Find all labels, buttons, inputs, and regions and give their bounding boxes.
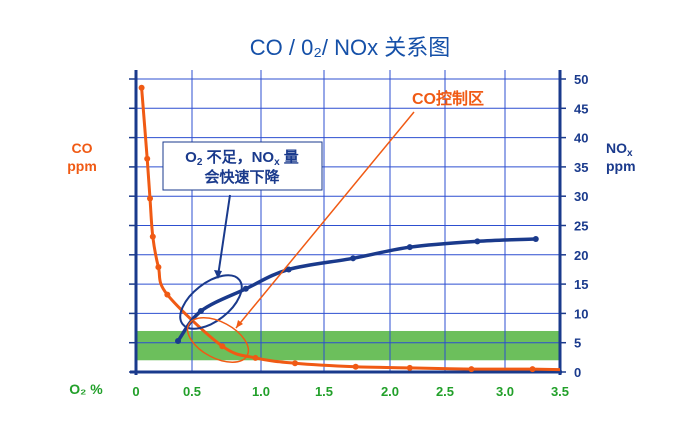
right-axis-label-ppm: ppm [606, 158, 636, 174]
y-tick-label: 10 [574, 306, 588, 321]
x-tick-label: 2.0 [381, 384, 399, 399]
data-point-co [292, 360, 299, 367]
y-tick-label: 35 [574, 160, 588, 175]
x-axis-label: O₂ % [69, 381, 103, 397]
x-tick-label: 0.5 [183, 384, 201, 399]
target-band [136, 330, 560, 361]
data-point-co [149, 233, 156, 240]
left-axis-label-ppm: ppm [67, 158, 97, 174]
nox-note-box [162, 141, 323, 191]
data-point-nox [285, 266, 292, 273]
data-point-nox [175, 337, 181, 344]
co-zone-label: CO控制区 [412, 89, 484, 108]
nox-note-line1: O2 不足，NOx 量 [185, 149, 299, 168]
y-tick-label: 50 [574, 72, 588, 87]
co-zone-ellipse [186, 317, 250, 363]
data-point-co [219, 343, 226, 350]
y-tick-label: 40 [574, 131, 588, 146]
data-point-co [468, 366, 475, 373]
x-tick-label: 1.0 [252, 384, 270, 399]
y-tick-label: 0 [574, 365, 581, 380]
y-tick-label: 30 [574, 189, 588, 204]
data-point-nox [532, 235, 539, 242]
data-point-co [529, 366, 536, 373]
y-tick-label: 5 [574, 336, 581, 351]
data-point-co [155, 264, 162, 271]
right-axis-label-nox: NOx [606, 140, 633, 159]
data-point-nox [197, 308, 204, 315]
co-zone-pointer [235, 111, 415, 329]
nox-drop-ellipse [179, 274, 243, 330]
x-tick-label: 1.5 [315, 384, 333, 399]
data-point-co [252, 354, 259, 361]
data-point-nox [474, 238, 481, 245]
nox-note-line2: 会快速下降 [204, 168, 280, 186]
data-point-co [164, 291, 171, 298]
data-point-co [138, 84, 145, 91]
x-tick-label: 2.5 [436, 384, 454, 399]
series-line-nox [176, 237, 536, 343]
data-point-co [352, 363, 359, 370]
chart-title: CO / 0₂/ NOx 关系图 [250, 35, 450, 60]
x-tick-label: 0 [132, 384, 139, 399]
data-point-co [144, 155, 151, 162]
y-tick-label: 15 [574, 277, 588, 292]
y-tick-label: 20 [574, 248, 588, 263]
data-point-nox [242, 285, 249, 292]
nox-note-arrowhead [214, 270, 222, 279]
data-point-nox [406, 244, 413, 251]
data-point-co [147, 195, 153, 202]
x-tick-label: 3.0 [496, 384, 514, 399]
data-point-nox [350, 255, 357, 262]
data-point-co [406, 364, 413, 371]
y-tick-label: 25 [574, 219, 588, 234]
y-tick-label: 45 [574, 101, 588, 116]
left-axis-label-co: CO [72, 140, 93, 156]
co-zone-arrowhead [236, 320, 243, 328]
nox-note-pointer [217, 194, 231, 277]
x-tick-label: 3.5 [551, 384, 569, 399]
